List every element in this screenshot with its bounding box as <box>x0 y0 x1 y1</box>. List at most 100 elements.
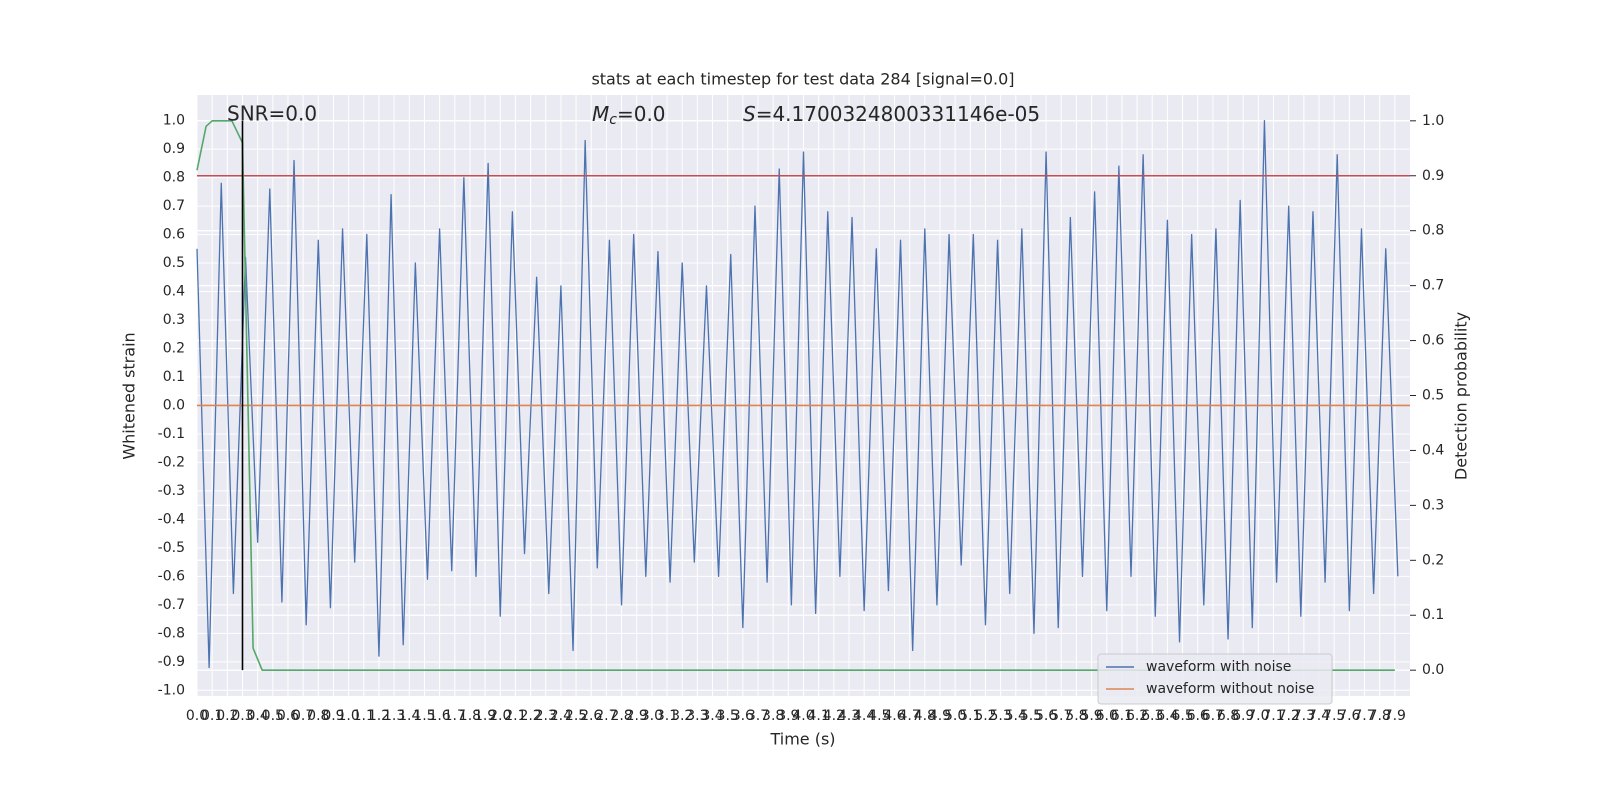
x-tick-label: 7.4 <box>1308 708 1330 724</box>
y-tick-label: 0.7 <box>163 198 185 214</box>
x-tick-label: 4.8 <box>914 708 936 724</box>
x-tick-label: 2.6 <box>580 708 602 724</box>
x-tick-label: 5.6 <box>1035 708 1057 724</box>
y2-tick-label: 1.0 <box>1422 113 1444 129</box>
y-axis-label: Whitened strain <box>120 332 139 459</box>
x-tick-label: 0.6 <box>277 708 299 724</box>
x-tick-label: 2.3 <box>535 708 557 724</box>
x-tick-label: 2.7 <box>595 708 617 724</box>
x-tick-label: 6.0 <box>1096 708 1118 724</box>
series-line <box>196 120 1395 671</box>
x-tick-label: 2.4 <box>550 708 572 724</box>
y-tick-label: 0.1 <box>163 369 185 385</box>
y2-tick-label: 0.2 <box>1422 552 1444 568</box>
y-tick-label: 0.4 <box>163 284 185 300</box>
x-tick-label: 7.0 <box>1247 708 1269 724</box>
x-tick-label: 6.8 <box>1217 708 1239 724</box>
x-tick-label: 1.3 <box>383 708 405 724</box>
x-tick-label: 0.3 <box>231 708 253 724</box>
x-tick-label: 7.2 <box>1278 708 1300 724</box>
x-tick-label: 4.5 <box>868 708 890 724</box>
x-tick-label: 3.3 <box>686 708 708 724</box>
y-tick-label: -0.9 <box>158 654 185 670</box>
x-tick-label: 7.8 <box>1369 708 1391 724</box>
x-tick-label: 7.9 <box>1384 708 1406 724</box>
x-tick-label: 2.9 <box>626 708 648 724</box>
y2-tick-label: 0.9 <box>1422 168 1444 184</box>
x-tick-label: 5.1 <box>959 708 981 724</box>
marks <box>196 119 1410 671</box>
x-tick-label: 2.1 <box>504 708 526 724</box>
y-tick-label: -0.5 <box>158 540 185 556</box>
x-tick-label: 6.6 <box>1187 708 1209 724</box>
annotation-subscript: c <box>609 112 617 128</box>
y-tick-label: -0.8 <box>158 625 185 641</box>
x-tick-label: 3.1 <box>656 708 678 724</box>
y2-tick-label: 0.3 <box>1422 497 1444 513</box>
x-tick-label: 5.4 <box>1005 708 1027 724</box>
x-tick-label: 4.7 <box>899 708 921 724</box>
chart-title: stats at each timestep for test data 284… <box>591 70 1014 89</box>
x-tick-label: 5.7 <box>1050 708 1072 724</box>
annotation: SNR=0.0 <box>227 102 317 126</box>
x-tick-label: 7.5 <box>1323 708 1345 724</box>
y-tick-label: -0.3 <box>158 483 185 499</box>
x-tick-label: 1.5 <box>413 708 435 724</box>
y-tick-label: -0.1 <box>158 426 185 442</box>
series-line <box>196 119 1399 669</box>
x-tick-label: 0.7 <box>292 708 314 724</box>
x-tick-label: 0.1 <box>201 708 223 724</box>
x-tick-label: 3.0 <box>641 708 663 724</box>
annotation: S=4.1700324800331146e-05 <box>743 102 1040 126</box>
x-tick-label: 3.2 <box>671 708 693 724</box>
x-tick-label: 0.2 <box>216 708 238 724</box>
y-tick-label: -0.2 <box>158 454 185 470</box>
x-tick-label: 4.2 <box>823 708 845 724</box>
y2-tick-label: 0.7 <box>1422 278 1444 294</box>
x-tick-label: 4.6 <box>883 708 905 724</box>
x-tick-label: 5.0 <box>944 708 966 724</box>
y-tick-label: -1.0 <box>158 682 185 698</box>
x-tick-label: 6.7 <box>1202 708 1224 724</box>
y-tick-label: 0.2 <box>163 341 185 357</box>
y-tick-label: 0.9 <box>163 141 185 157</box>
annotation-symbol: M <box>592 102 609 126</box>
y-tick-label: 1.0 <box>163 113 185 129</box>
x-tick-label: 1.9 <box>474 708 496 724</box>
y2-tick-label: 0.5 <box>1422 388 1444 404</box>
x-tick-label: 5.5 <box>1020 708 1042 724</box>
x-tick-label: 1.8 <box>459 708 481 724</box>
x-tick-label: 4.3 <box>838 708 860 724</box>
x-tick-label: 2.5 <box>565 708 587 724</box>
x-tick-label: 1.1 <box>353 708 375 724</box>
x-tick-label: 1.2 <box>368 708 390 724</box>
y-tick-label: 0.5 <box>163 255 185 271</box>
y-tick-label: -0.6 <box>158 568 185 584</box>
x-tick-label: 3.6 <box>732 708 754 724</box>
x-tick-label: 1.4 <box>398 708 420 724</box>
x-tick-label: 7.1 <box>1262 708 1284 724</box>
y-tick-label: -0.7 <box>158 597 185 613</box>
x-tick-label: 3.4 <box>701 708 723 724</box>
x-tick-label: 2.8 <box>610 708 632 724</box>
x-tick-label: 1.6 <box>428 708 450 724</box>
legend-label: waveform with noise <box>1146 659 1291 675</box>
x-tick-label: 6.4 <box>1156 708 1178 724</box>
x-tick-label: 3.7 <box>747 708 769 724</box>
x-tick-label: 1.7 <box>444 708 466 724</box>
annotation-text: =4.1700324800331146e-05 <box>756 102 1040 126</box>
grid <box>196 95 1410 696</box>
legend: waveform with noise waveform without nois… <box>1097 653 1333 705</box>
x-tick-label: 7.3 <box>1293 708 1315 724</box>
annotation-text: =0.0 <box>617 102 666 126</box>
x-tick-label: 6.3 <box>1141 708 1163 724</box>
x-tick-label: 0.4 <box>247 708 269 724</box>
x-tick-label: 1.0 <box>337 708 359 724</box>
y2-tick-label: 0.6 <box>1422 333 1444 349</box>
x-tick-label: 5.3 <box>989 708 1011 724</box>
x-tick-label: 3.5 <box>717 708 739 724</box>
y2-tick-label: 0.0 <box>1422 662 1444 678</box>
y-tick-label: 0.6 <box>163 227 185 243</box>
